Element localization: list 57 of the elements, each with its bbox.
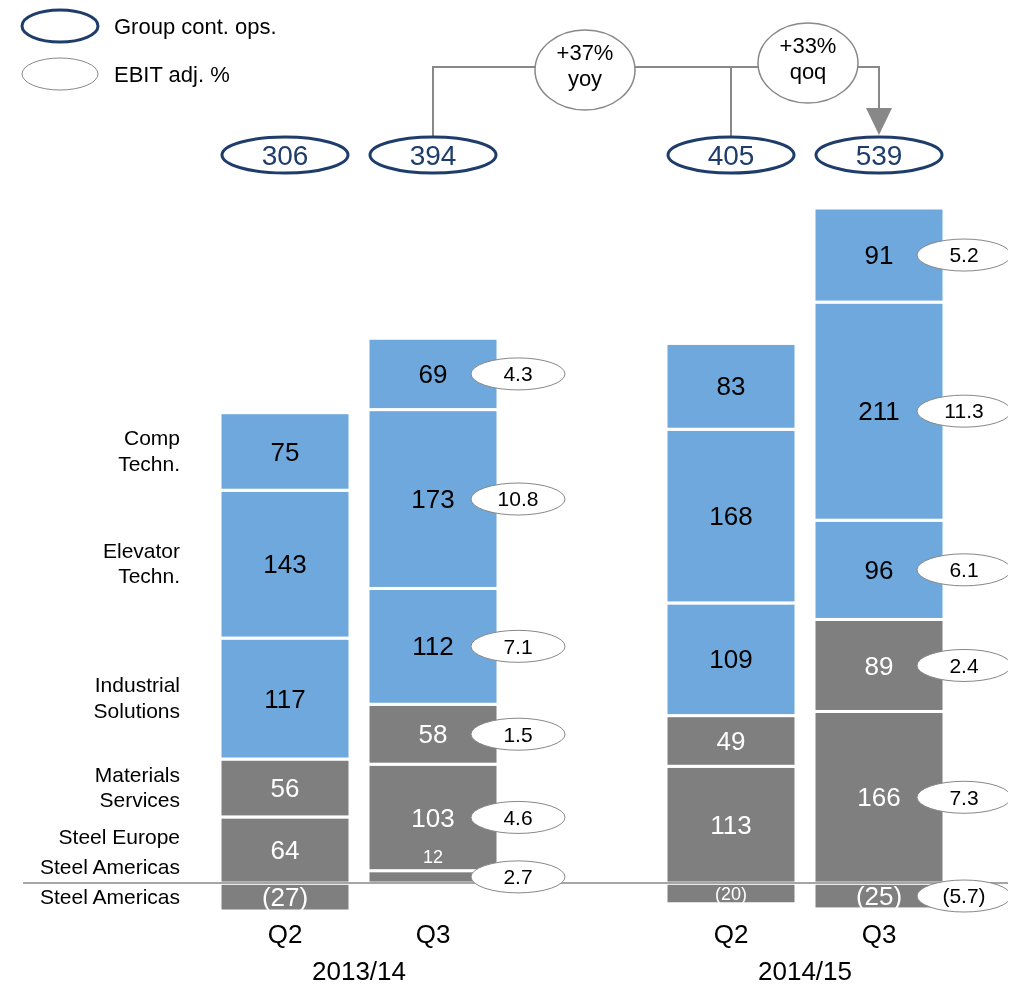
series-label: Industrial Solutions (93, 673, 180, 722)
annotation: 4.6 (503, 805, 533, 829)
data-label: 112 (412, 631, 454, 662)
text: 2013/14 (312, 956, 406, 986)
annotation: 2.4 (949, 653, 979, 677)
annotation: 7.3 (949, 785, 979, 809)
annotation: 5.2 (949, 243, 979, 267)
data-label: 69 (418, 359, 448, 390)
annotation: 6.1 (949, 558, 979, 582)
data-label: 103 (411, 802, 455, 833)
annotation: 7.1 (503, 634, 533, 658)
data-label: (25) (855, 881, 903, 912)
x-tick-label: Q2 (713, 919, 749, 949)
text: Group cont. ops. (114, 13, 277, 39)
data-label: 109 (709, 644, 753, 675)
x-tick-label: Q2 (267, 919, 303, 949)
data-label: 49 (716, 726, 746, 757)
data-label: 166 (857, 782, 901, 813)
data-label: 113 (710, 809, 752, 840)
data-label: 89 (864, 650, 894, 681)
series-label: Comp Techn. (118, 426, 180, 475)
x-tick-label: Q3 (415, 919, 451, 949)
text: 539 (855, 139, 903, 171)
data-label: 96 (864, 554, 894, 585)
text: 306 (261, 139, 309, 171)
data-label: 143 (263, 549, 307, 580)
text: 394 (409, 139, 457, 171)
series-label: Steel Americas (39, 884, 180, 908)
series-label: Steel Europe (58, 824, 180, 848)
data-label: 83 (716, 371, 746, 402)
x-tick-label: Q3 (861, 919, 897, 949)
data-label: 12 (422, 846, 444, 867)
series-label: Elevator Techn. (102, 539, 180, 588)
text: 2014/15 (758, 956, 852, 986)
data-label: 75 (270, 436, 300, 467)
series-label: Materials Services (94, 762, 180, 812)
data-label: 64 (270, 835, 300, 866)
data-label: 91 (864, 240, 894, 271)
annotation: 4.3 (503, 362, 533, 386)
data-label: 58 (418, 719, 448, 750)
annotation: (5.7) (942, 884, 986, 908)
data-label: 168 (709, 501, 753, 532)
text: Steel Americas (39, 854, 180, 878)
text: +37% yoy (556, 40, 614, 91)
annotation: 1.5 (503, 722, 533, 746)
data-label: 173 (411, 484, 455, 515)
data-label: 211 (858, 396, 900, 427)
text: +33% qoq (779, 33, 837, 84)
text: EBIT adj. % (114, 61, 230, 87)
data-label: (27) (261, 882, 309, 913)
annotation: 11.3 (944, 399, 984, 423)
data-label: 117 (264, 683, 306, 714)
text: 405 (707, 139, 755, 171)
data-label: (20) (714, 883, 748, 904)
annotation: 2.7 (503, 865, 533, 889)
annotation: 10.8 (497, 487, 539, 511)
data-label: 56 (270, 773, 300, 804)
